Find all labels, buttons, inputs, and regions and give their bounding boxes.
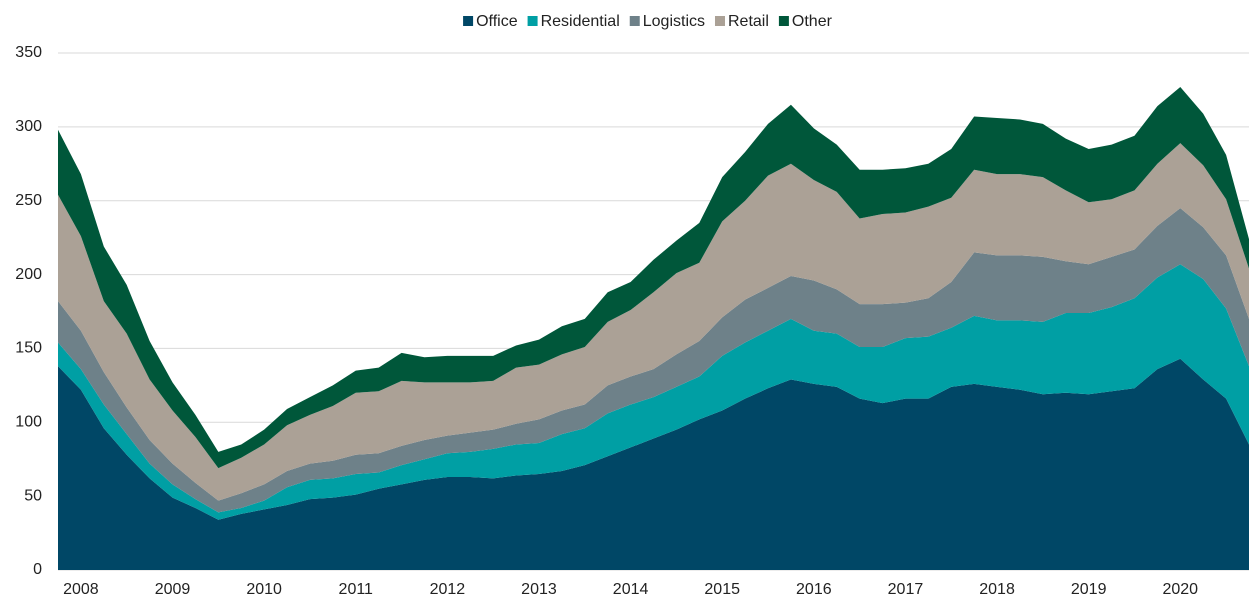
legend-swatch bbox=[778, 16, 789, 26]
y-tick-label: 0 bbox=[33, 561, 42, 578]
legend: Office Residential Logistics Retail Other bbox=[463, 13, 833, 30]
legend-item: Residential bbox=[527, 13, 620, 30]
area bbox=[58, 86, 1249, 469]
y-tick-label: 150 bbox=[15, 340, 42, 357]
legend-item: Other bbox=[778, 13, 833, 30]
y-tick-label: 350 bbox=[15, 44, 42, 61]
legend-label: Other bbox=[792, 13, 833, 30]
legend-label: Office bbox=[476, 13, 518, 30]
legend-label: Residential bbox=[541, 13, 620, 30]
x-tick-label: 2016 bbox=[796, 581, 832, 598]
x-tick-label: 2008 bbox=[63, 581, 99, 598]
x-tick-label: 2010 bbox=[246, 581, 282, 598]
legend-item: Logistics bbox=[629, 13, 705, 30]
x-tick-label: 2012 bbox=[430, 581, 466, 598]
x-tick-label: 2019 bbox=[1071, 581, 1107, 598]
x-tick-label: 2017 bbox=[888, 581, 924, 598]
area bbox=[58, 143, 1249, 501]
legend-swatch bbox=[629, 16, 640, 26]
x-tick-label: 2015 bbox=[704, 581, 740, 598]
x-tick-label: 2018 bbox=[979, 581, 1015, 598]
x-tick-label: 2014 bbox=[613, 581, 649, 598]
x-tick-label: 2013 bbox=[521, 581, 557, 598]
y-tick-label: 100 bbox=[15, 414, 42, 431]
legend-label: Retail bbox=[728, 13, 769, 30]
y-tick-label: 250 bbox=[15, 192, 42, 209]
legend-item: Retail bbox=[714, 13, 769, 30]
legend-swatch bbox=[463, 16, 474, 26]
labels: 0 50 100 150 200 250 300 350 2008 2009 2010 2011 201… bbox=[15, 44, 1198, 598]
legend-label: Logistics bbox=[643, 13, 705, 30]
area bbox=[58, 264, 1249, 520]
y-tick-label: 200 bbox=[15, 266, 42, 283]
legend-item: Office bbox=[463, 13, 518, 30]
legend-swatch bbox=[527, 16, 538, 26]
x-tick-label: 2011 bbox=[339, 581, 374, 598]
y-tick-label: 300 bbox=[15, 118, 42, 135]
x-tick-label: 2009 bbox=[155, 581, 191, 598]
area bbox=[58, 208, 1249, 513]
legend-swatch bbox=[714, 16, 725, 26]
y-tick-label: 50 bbox=[24, 487, 42, 504]
areas bbox=[58, 86, 1249, 570]
area bbox=[58, 358, 1249, 570]
x-tick-label: 2020 bbox=[1162, 581, 1198, 598]
